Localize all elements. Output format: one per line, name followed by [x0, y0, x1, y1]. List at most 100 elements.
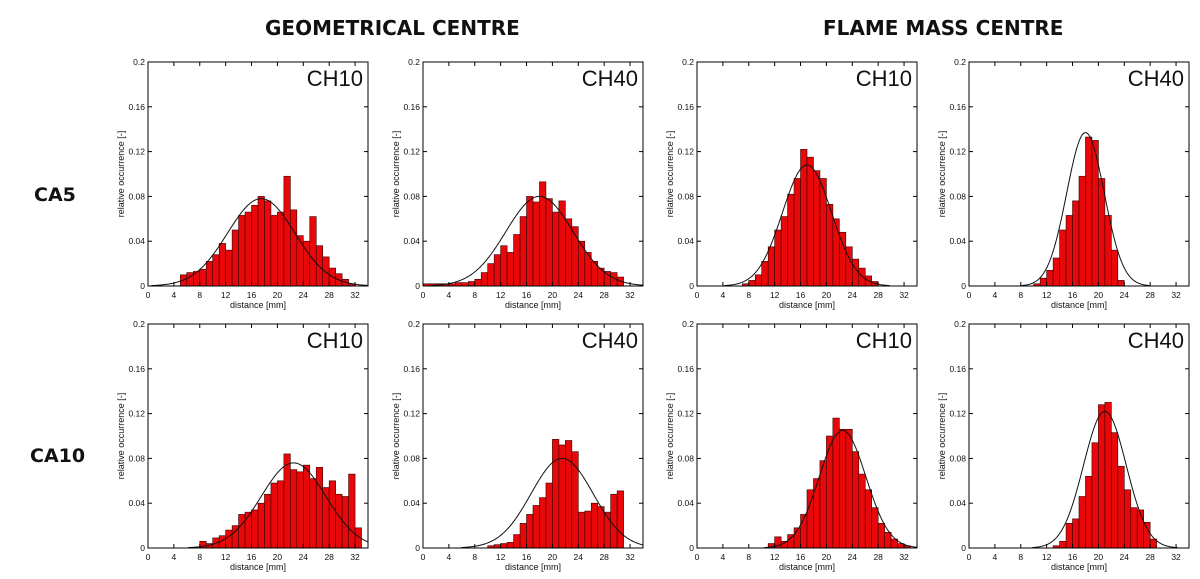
x-tick-label: 32 — [625, 290, 635, 300]
histogram-bar — [205, 261, 214, 287]
histogram-bar — [1052, 257, 1060, 287]
x-tick-label: 28 — [599, 552, 609, 562]
histogram-bar — [519, 216, 527, 287]
histogram-bar — [212, 254, 220, 287]
histogram-bar — [1059, 540, 1067, 549]
histogram-bar — [1098, 178, 1106, 287]
y-tick-label: 0.2 — [954, 319, 966, 329]
x-tick-label: 24 — [299, 552, 309, 562]
x-tick-label: 4 — [993, 552, 998, 562]
plot-frame — [968, 323, 1190, 549]
histogram-bar — [577, 511, 586, 549]
x-tick-label: 4 — [172, 552, 177, 562]
y-tick-label: 0.2 — [682, 57, 694, 67]
histogram-bar — [257, 502, 265, 549]
y-tick-label: 0.12 — [403, 409, 420, 419]
geometrical-centre-heading: GEOMETRICAL CENTRE — [265, 16, 520, 40]
x-tick-label: 16 — [247, 552, 257, 562]
plot-frame — [696, 323, 918, 549]
x-tick-label: 32 — [625, 552, 635, 562]
y-tick-label: 0.08 — [128, 453, 145, 463]
histogram-bar — [832, 218, 840, 287]
histogram-bar — [603, 271, 611, 287]
histogram-bar — [858, 267, 866, 287]
histogram-bar — [238, 514, 246, 549]
y-tick-label: 0.12 — [949, 147, 966, 157]
x-tick-label: 4 — [721, 290, 726, 300]
histogram-bar — [616, 490, 624, 549]
histogram-bar — [348, 473, 356, 549]
x-axis-label: distance [mm] — [505, 562, 561, 572]
x-tick-label: 0 — [146, 290, 151, 300]
panel-title: CH10 — [856, 328, 912, 353]
x-tick-label: 12 — [496, 552, 506, 562]
x-tick-label: 0 — [967, 290, 972, 300]
y-tick-label: 0.08 — [403, 453, 420, 463]
y-axis-label: relative occurrence [-] — [665, 131, 675, 218]
histogram-bar — [302, 464, 311, 549]
x-tick-label: 16 — [1068, 290, 1078, 300]
fit-curve — [423, 195, 644, 287]
histogram-bar — [257, 196, 265, 287]
x-tick-label: 8 — [1018, 290, 1023, 300]
histogram-bar — [1130, 507, 1138, 549]
y-tick-label: 0.04 — [128, 498, 145, 508]
bar-group — [422, 181, 624, 287]
histogram-bar — [467, 281, 476, 287]
histogram-bar — [532, 201, 540, 287]
histogram-bar — [813, 170, 821, 287]
x-tick-label: 28 — [324, 290, 334, 300]
flame-mass-centre-heading: FLAME MASS CENTRE — [823, 16, 1064, 40]
histogram-bar — [290, 209, 298, 287]
x-tick-label: 20 — [548, 290, 558, 300]
x-tick-label: 20 — [273, 290, 283, 300]
histogram-bar — [845, 428, 853, 549]
panel-title: CH10 — [307, 328, 363, 353]
x-tick-label: 24 — [1120, 290, 1130, 300]
plot-frame — [422, 323, 644, 549]
histogram-bar — [793, 178, 801, 287]
histogram-bar — [839, 231, 847, 287]
histogram-bar — [1136, 509, 1145, 549]
y-tick-label: 0.16 — [677, 364, 694, 374]
x-tick-label: 28 — [599, 290, 609, 300]
y-tick-label: 0.2 — [954, 57, 966, 67]
histogram-panel: 0 0.04 0.08 0.12 0.16 0.2 0 4 8 12 16 20 24 28 32 dista… — [116, 57, 369, 310]
histogram-bar — [787, 193, 795, 287]
histogram-bar — [277, 480, 285, 549]
x-tick-label: 20 — [822, 290, 832, 300]
histogram-bar — [309, 478, 317, 549]
histogram-panel: 0 0.04 0.08 0.12 0.16 0.2 0 4 8 12 16 20 24 28 32 dista… — [665, 319, 918, 572]
histogram-bar — [1039, 277, 1047, 287]
x-tick-label: 4 — [447, 552, 452, 562]
histogram-bar — [1065, 523, 1073, 549]
histogram-bar — [1111, 432, 1119, 549]
histogram-bar — [225, 249, 233, 287]
x-tick-label: 20 — [1094, 552, 1104, 562]
plot-frame — [147, 61, 369, 287]
y-axis-label: relative occurrence [-] — [391, 393, 401, 480]
y-tick-label: 0 — [415, 281, 420, 291]
y-axis-label: relative occurrence [-] — [116, 131, 126, 218]
y-tick-label: 0 — [689, 543, 694, 553]
histogram-bar — [270, 215, 278, 287]
histogram-bar — [774, 229, 782, 287]
histogram-bar — [487, 263, 495, 287]
x-tick-label: 16 — [796, 290, 806, 300]
x-tick-label: 28 — [1145, 552, 1155, 562]
y-tick-label: 0.12 — [677, 409, 694, 419]
x-axis-label: distance [mm] — [779, 300, 835, 310]
x-tick-label: 24 — [848, 290, 858, 300]
histogram-bar — [500, 245, 508, 287]
y-tick-label: 0.08 — [677, 453, 694, 463]
y-axis-label: relative occurrence [-] — [116, 393, 126, 480]
x-tick-label: 8 — [1018, 552, 1023, 562]
histogram-bar — [884, 532, 892, 549]
histogram-bar — [565, 440, 573, 549]
x-tick-label: 24 — [848, 552, 858, 562]
histogram-bar — [1091, 442, 1099, 549]
histogram-bar — [610, 493, 618, 549]
histogram-bar — [315, 467, 324, 549]
y-tick-label: 0.2 — [408, 57, 420, 67]
histogram-bar — [231, 229, 239, 287]
